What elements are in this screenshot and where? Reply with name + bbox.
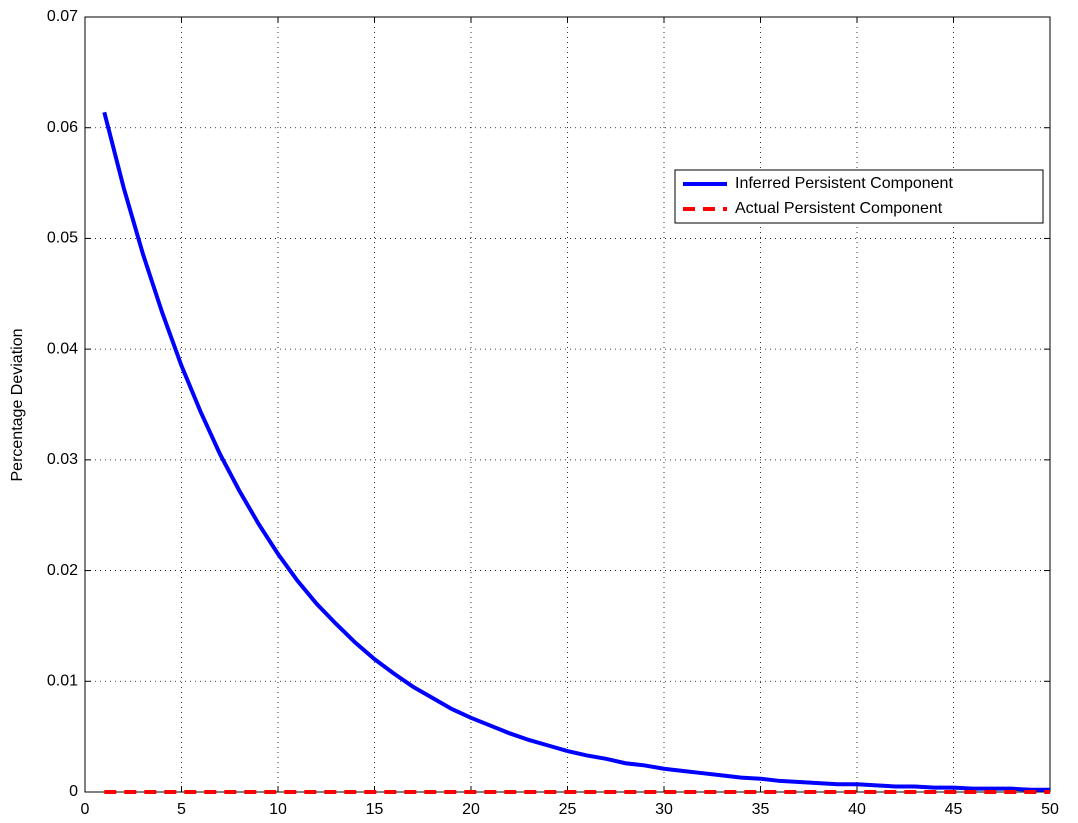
plot-frame — [84, 16, 1051, 793]
x-tick-label: 15 — [366, 801, 384, 818]
x-tick-label: 35 — [752, 801, 770, 818]
series-line — [102, 111, 1050, 792]
y-tick-label: 0.02 — [47, 562, 78, 579]
x-tick-label: 45 — [945, 801, 963, 818]
x-tick-label: 5 — [177, 801, 186, 818]
legend-label: Inferred Persistent Component — [735, 175, 953, 192]
y-tick-label: 0.04 — [47, 340, 78, 357]
x-tick-label: 25 — [559, 801, 577, 818]
y-tick-label: 0.03 — [47, 451, 78, 468]
legend-box — [674, 169, 1044, 224]
x-tick-label: 0 — [81, 801, 90, 818]
x-tick-label: 20 — [462, 801, 480, 818]
x-tick-label: 10 — [269, 801, 287, 818]
legend-label: Actual Persistent Component — [735, 200, 943, 217]
y-axis-label: Percentage Deviation — [9, 329, 26, 482]
x-tick-label: 40 — [848, 801, 866, 818]
x-tick-label: 30 — [655, 801, 673, 818]
y-tick-label: 0.06 — [47, 119, 78, 136]
y-tick-label: 0 — [69, 783, 78, 800]
y-tick-label: 0.05 — [47, 230, 78, 247]
x-tick-label: 50 — [1041, 801, 1059, 818]
y-tick-label: 0.07 — [47, 8, 78, 25]
y-tick-label: 0.01 — [47, 673, 78, 690]
